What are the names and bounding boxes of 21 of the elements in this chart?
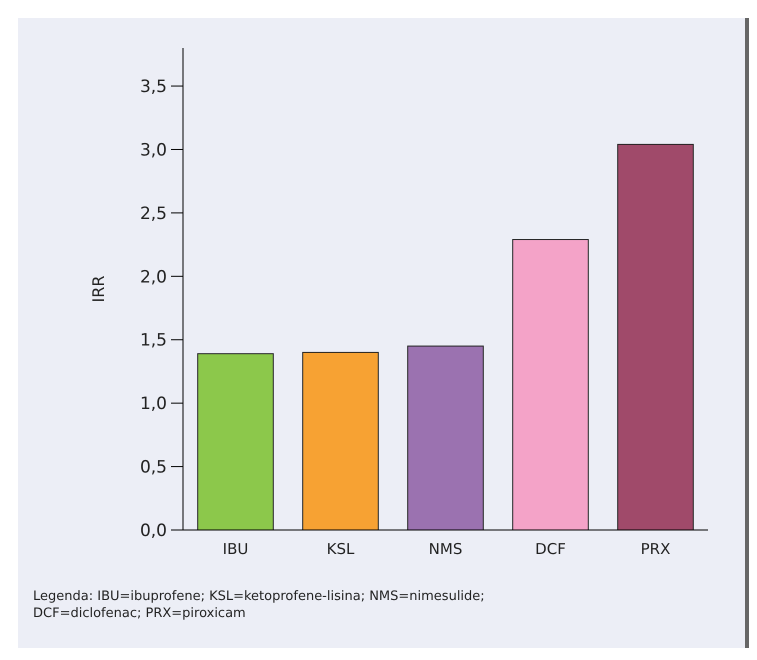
y-tick-label: 2,0: [140, 267, 167, 288]
x-tick-label: KSL: [326, 540, 355, 558]
bar: [617, 144, 694, 530]
y-axis-title: IRR: [89, 276, 108, 302]
bar: [407, 346, 484, 530]
x-tick-label: PRX: [640, 540, 670, 558]
y-tick-label: 1,5: [140, 330, 167, 351]
y-tick-label: 0,5: [140, 458, 167, 478]
text: Legenda: IBU=ibuprofene; KSL=ketoprofene-lisina; NMS=nimesulide;: [33, 589, 485, 604]
y-tick-label: 3,5: [140, 77, 167, 98]
x-tick-label: DCF: [535, 540, 566, 558]
bar: [512, 239, 589, 530]
x-tick-label: NMS: [428, 540, 462, 558]
x-tick-label: IBU: [222, 540, 248, 558]
y-tick-label: 1,0: [140, 394, 167, 414]
y-tick-label: 2,5: [140, 204, 167, 224]
bar: [302, 352, 379, 530]
y-tick-label: 3,0: [140, 140, 167, 160]
text: DCF=diclofenac; PRX=piroxicam: [33, 606, 246, 621]
bar: [197, 353, 274, 530]
y-tick-label: 0,0: [140, 520, 167, 541]
